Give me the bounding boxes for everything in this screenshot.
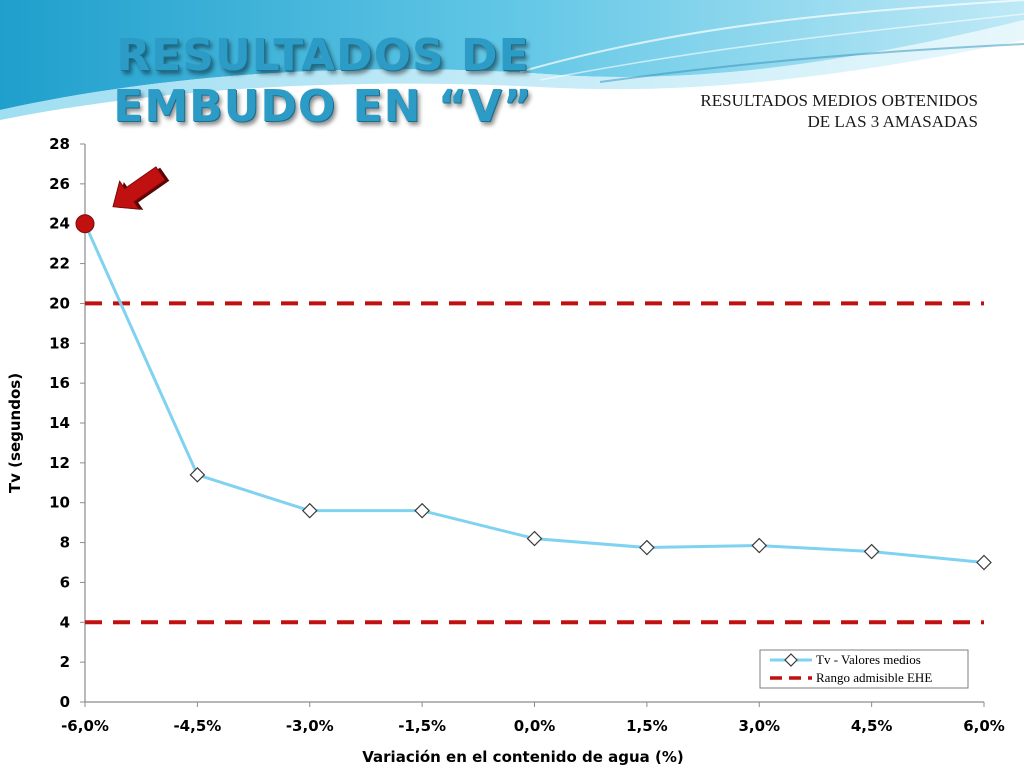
series-line <box>83 223 985 564</box>
red-arrow-icon <box>112 166 170 210</box>
legend-label-range: Rango admisible EHE <box>816 670 932 685</box>
x-axis-title: Variación en el contenido de agua (%) <box>362 748 683 766</box>
data-point-marker <box>414 502 430 519</box>
subtitle-line-2: DE LAS 3 AMASADAS <box>807 112 979 131</box>
subtitle-line-1: RESULTADOS MEDIOS OBTENIDOS <box>700 91 978 110</box>
x-tick-label: -1,5% <box>398 717 446 735</box>
x-tick-label: -4,5% <box>173 717 221 735</box>
arrow-body <box>112 166 166 210</box>
admissible-range-lines <box>85 301 984 625</box>
legend-marker-diamond <box>784 653 798 667</box>
y-tick-label: 26 <box>49 175 70 193</box>
y-tick-label: 22 <box>49 255 70 273</box>
data-point-marker <box>863 543 880 560</box>
x-tick-label: -3,0% <box>286 717 334 735</box>
data-point-marker <box>189 466 206 483</box>
y-tick-label: 12 <box>49 454 70 472</box>
data-point-marker <box>751 537 768 554</box>
red-dot-icon <box>75 214 95 234</box>
tv-series <box>77 215 992 571</box>
chart-annotations <box>75 166 170 234</box>
x-tick-label: 3,0% <box>738 717 780 735</box>
legend-box <box>759 649 969 689</box>
data-point-marker <box>526 530 543 547</box>
x-tick-label: 6,0% <box>963 717 1005 735</box>
legend-label-series: Tv - Valores medios <box>816 652 921 667</box>
slide-title: RESULTADOS DE EMBUDO EN “V” <box>113 30 533 132</box>
data-point-marker <box>301 502 318 519</box>
y-tick-label: 2 <box>60 653 70 671</box>
y-tick-label: 18 <box>49 334 70 352</box>
y-tick-label: 6 <box>60 573 70 591</box>
y-tick-label: 8 <box>60 534 70 552</box>
y-tick-label: 28 <box>49 135 70 153</box>
y-tick-label: 0 <box>60 693 70 711</box>
x-tick-label: 4,5% <box>851 717 893 735</box>
chart-legend: Tv - Valores medios Rango admisible EHE <box>759 649 969 689</box>
x-tick-label: 1,5% <box>626 717 668 735</box>
y-tick-label: 20 <box>49 294 70 312</box>
data-point-marker <box>639 539 655 556</box>
data-point-marker <box>976 554 992 571</box>
y-tick-label: 14 <box>49 414 70 432</box>
y-tick-label: 24 <box>49 215 70 233</box>
x-tick-label: -6,0% <box>61 717 109 735</box>
header-wave-banner <box>0 0 1024 120</box>
y-tick-label: 4 <box>60 613 70 631</box>
chart-subtitle: RESULTADOS MEDIOS OBTENIDOS DE LAS 3 AMA… <box>558 90 978 132</box>
x-tick-label: 0,0% <box>514 717 556 735</box>
y-tick-label: 16 <box>49 374 70 392</box>
y-axis-title: Tv (segundos) <box>6 373 24 493</box>
y-tick-label: 10 <box>49 494 70 512</box>
